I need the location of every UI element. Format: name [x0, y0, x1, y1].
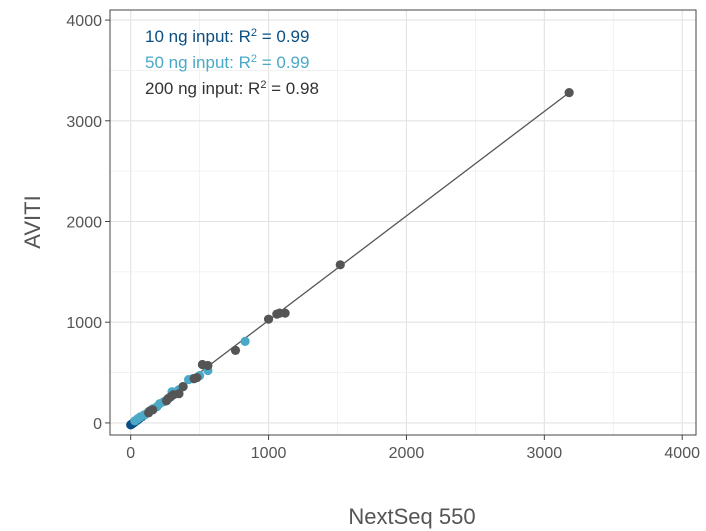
x-tick-label: 4000	[664, 445, 700, 462]
y-tick-label: 2000	[66, 214, 102, 231]
x-tick-label: 3000	[527, 445, 563, 462]
x-tick-label: 1000	[251, 445, 287, 462]
legend-10ng-suffix: = 0.99	[257, 27, 309, 46]
data-point-series-2	[192, 372, 202, 383]
legend-200ng-sup: 2	[260, 79, 266, 91]
plot-background	[110, 10, 696, 435]
plot-frame	[109, 9, 697, 436]
legend: 10 ng input: R2 = 0.99 50 ng input: R2 =…	[145, 27, 319, 98]
legend-50ng-prefix: 50 ng input: R	[145, 53, 251, 72]
data-point-series-2	[564, 87, 574, 98]
data-point-series-2	[280, 308, 290, 318]
legend-50ng-suffix: = 0.99	[257, 53, 309, 72]
y-tick-label: 0	[93, 416, 102, 433]
data-points	[126, 87, 574, 430]
y-tick-label: 4000	[66, 13, 102, 30]
legend-entry-50ng: 50 ng input: R2 = 0.99	[145, 53, 309, 72]
x-tick-label: 2000	[389, 445, 425, 462]
x-axis-title: NextSeq 550	[348, 504, 475, 529]
legend-10ng-sup: 2	[251, 27, 257, 39]
legend-10ng-prefix: 10 ng input: R	[145, 27, 251, 46]
legend-entry-10ng: 10 ng input: R2 = 0.99	[145, 27, 309, 46]
data-point-series-2	[148, 405, 158, 415]
x-tick-label: 0	[126, 445, 135, 462]
data-point-series-1	[240, 336, 250, 346]
legend-200ng-prefix: 200 ng input: R	[145, 79, 260, 98]
data-point-series-2	[174, 389, 184, 399]
y-axis-title: AVITI	[20, 195, 45, 248]
axis-ticks: 0 1000 2000 3000 4000 0 1000 2000 3000 4000	[66, 13, 700, 462]
legend-entry-200ng: 200 ng input: R2 = 0.98	[145, 79, 319, 98]
data-point-series-2	[230, 345, 241, 356]
data-point-series-2	[335, 260, 345, 270]
data-point-series-2	[203, 360, 213, 371]
data-point-series-2	[178, 382, 188, 392]
legend-200ng-suffix: = 0.98	[266, 79, 318, 98]
data-point-series-2	[263, 314, 274, 324]
y-tick-label: 1000	[66, 315, 102, 332]
legend-50ng-sup: 2	[251, 53, 257, 65]
y-tick-label: 3000	[66, 114, 102, 131]
